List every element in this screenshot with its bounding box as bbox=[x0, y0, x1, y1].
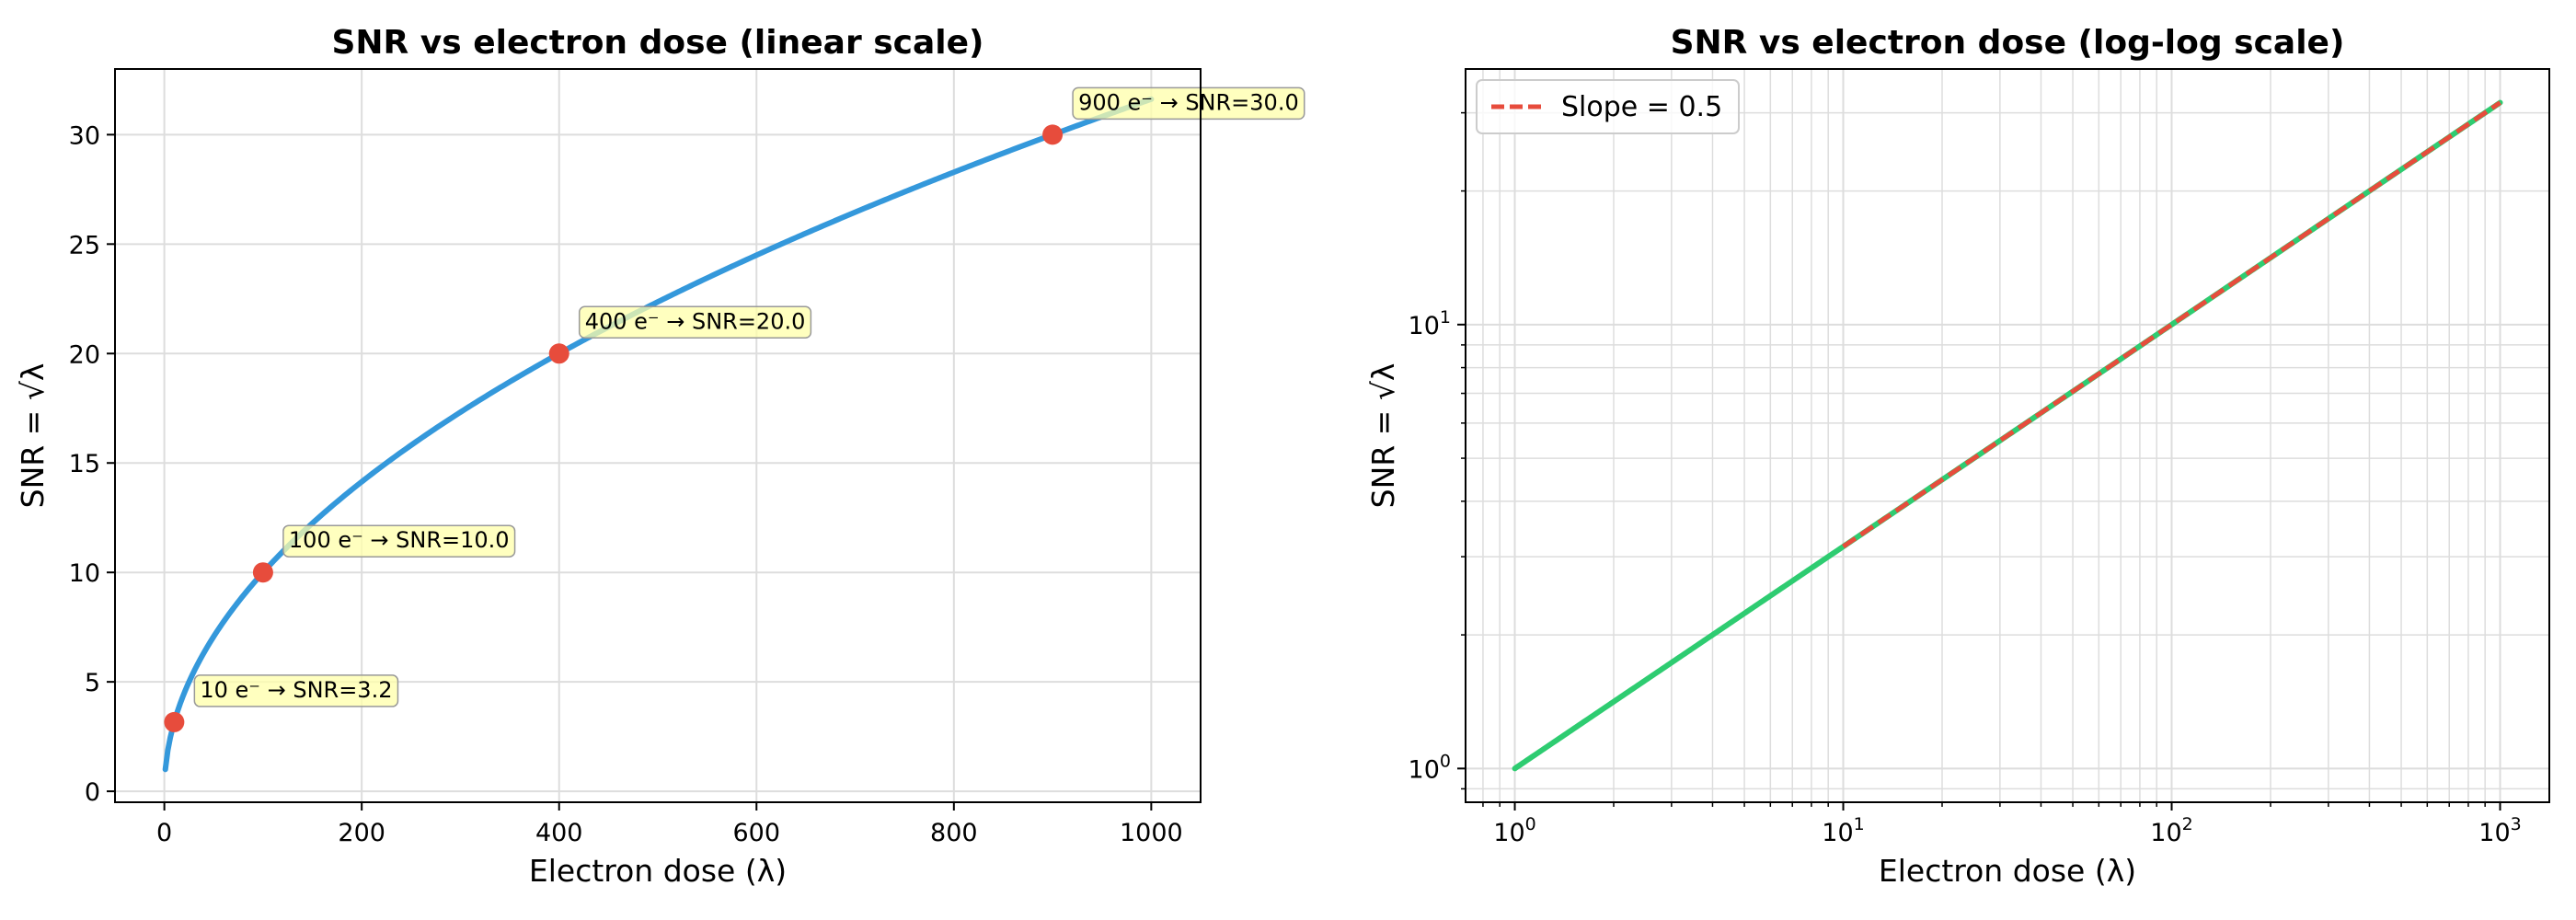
plot-frame bbox=[114, 68, 1202, 803]
legend-label: Slope = 0.5 bbox=[1561, 91, 1722, 123]
y-tick-label: 0 bbox=[85, 778, 100, 807]
plot-frame bbox=[1465, 68, 2550, 803]
chart-title: SNR vs electron dose (log-log scale) bbox=[1671, 24, 2345, 62]
point-annotation: 100 e⁻ → SNR=10.0 bbox=[282, 524, 516, 558]
y-tick-label: 100 bbox=[1409, 751, 1451, 784]
data-point bbox=[1042, 124, 1064, 145]
series-lines bbox=[1512, 99, 2503, 772]
y-tick-label: 101 bbox=[1409, 307, 1451, 340]
point-annotation: 400 e⁻ → SNR=20.0 bbox=[578, 305, 812, 339]
x-tick-label: 102 bbox=[2150, 814, 2192, 847]
x-tick-label: 800 bbox=[930, 819, 978, 847]
x-tick-label: 1000 bbox=[1120, 819, 1183, 847]
x-tick-label: 101 bbox=[1822, 814, 1864, 847]
data-point bbox=[548, 343, 569, 364]
chart-loglog: 100 101 102 103 100 101 Slope = 0.5 SNR vs e… bbox=[1365, 24, 2550, 889]
y-axis-ticks: 100 101 bbox=[1409, 111, 1466, 790]
annotation-box bbox=[282, 524, 516, 558]
grid bbox=[115, 69, 1201, 802]
y-tick-label: 15 bbox=[69, 450, 100, 478]
y-tick-label: 25 bbox=[69, 231, 100, 259]
data-point bbox=[164, 711, 185, 732]
legend: Slope = 0.5 bbox=[1476, 79, 1740, 134]
x-axis-label: Electron dose (λ) bbox=[529, 853, 787, 889]
annotation-box bbox=[193, 674, 399, 707]
x-tick-label: 400 bbox=[535, 819, 583, 847]
series-lines bbox=[162, 96, 1155, 773]
x-tick-label: 200 bbox=[338, 819, 385, 847]
y-tick-label: 30 bbox=[69, 121, 100, 150]
point-annotation: 10 e⁻ → SNR=3.2 bbox=[193, 674, 399, 707]
slope-reference-line bbox=[1842, 100, 2501, 549]
sqrt-curve bbox=[162, 96, 1155, 773]
legend-box bbox=[1476, 79, 1740, 134]
annotation-label: 400 e⁻ → SNR=20.0 bbox=[585, 308, 806, 334]
y-tick-label: 10 bbox=[69, 559, 100, 588]
annotation-label: 10 e⁻ → SNR=3.2 bbox=[200, 677, 392, 703]
point-annotation: 900 e⁻ → SNR=30.0 bbox=[1072, 86, 1305, 121]
chart-linear: 10 e⁻ → SNR=3.2 100 e⁻ → SNR=10.0 400 e⁻ →… bbox=[15, 24, 1305, 889]
annotation-label: 900 e⁻ → SNR=30.0 bbox=[1078, 89, 1299, 115]
y-axis-ticks: 0 5 10 15 20 25 30 bbox=[69, 121, 115, 807]
chart-title: SNR vs electron dose (linear scale) bbox=[331, 24, 983, 62]
x-axis-label: Electron dose (λ) bbox=[1879, 853, 2136, 889]
annotation-box bbox=[578, 305, 812, 339]
data-points bbox=[164, 124, 1064, 732]
x-tick-label: 100 bbox=[1493, 814, 1535, 847]
annotations: 10 e⁻ → SNR=3.2 100 e⁻ → SNR=10.0 400 e⁻ →… bbox=[193, 86, 1305, 707]
annotation-label: 100 e⁻ → SNR=10.0 bbox=[289, 527, 510, 553]
y-axis-label: SNR = √λ bbox=[15, 363, 51, 509]
y-axis-label: SNR = √λ bbox=[1365, 363, 1401, 509]
x-axis-ticks: 100 101 102 103 bbox=[1482, 802, 2522, 847]
y-tick-label: 5 bbox=[85, 669, 100, 697]
data-point bbox=[252, 562, 273, 583]
annotation-box bbox=[1072, 86, 1305, 121]
x-tick-label: 600 bbox=[732, 819, 780, 847]
y-tick-label: 20 bbox=[69, 340, 100, 369]
x-axis-ticks: 0 200 400 600 800 1000 bbox=[156, 802, 1183, 847]
x-tick-label: 0 bbox=[156, 819, 172, 847]
x-tick-label: 103 bbox=[2478, 814, 2521, 847]
